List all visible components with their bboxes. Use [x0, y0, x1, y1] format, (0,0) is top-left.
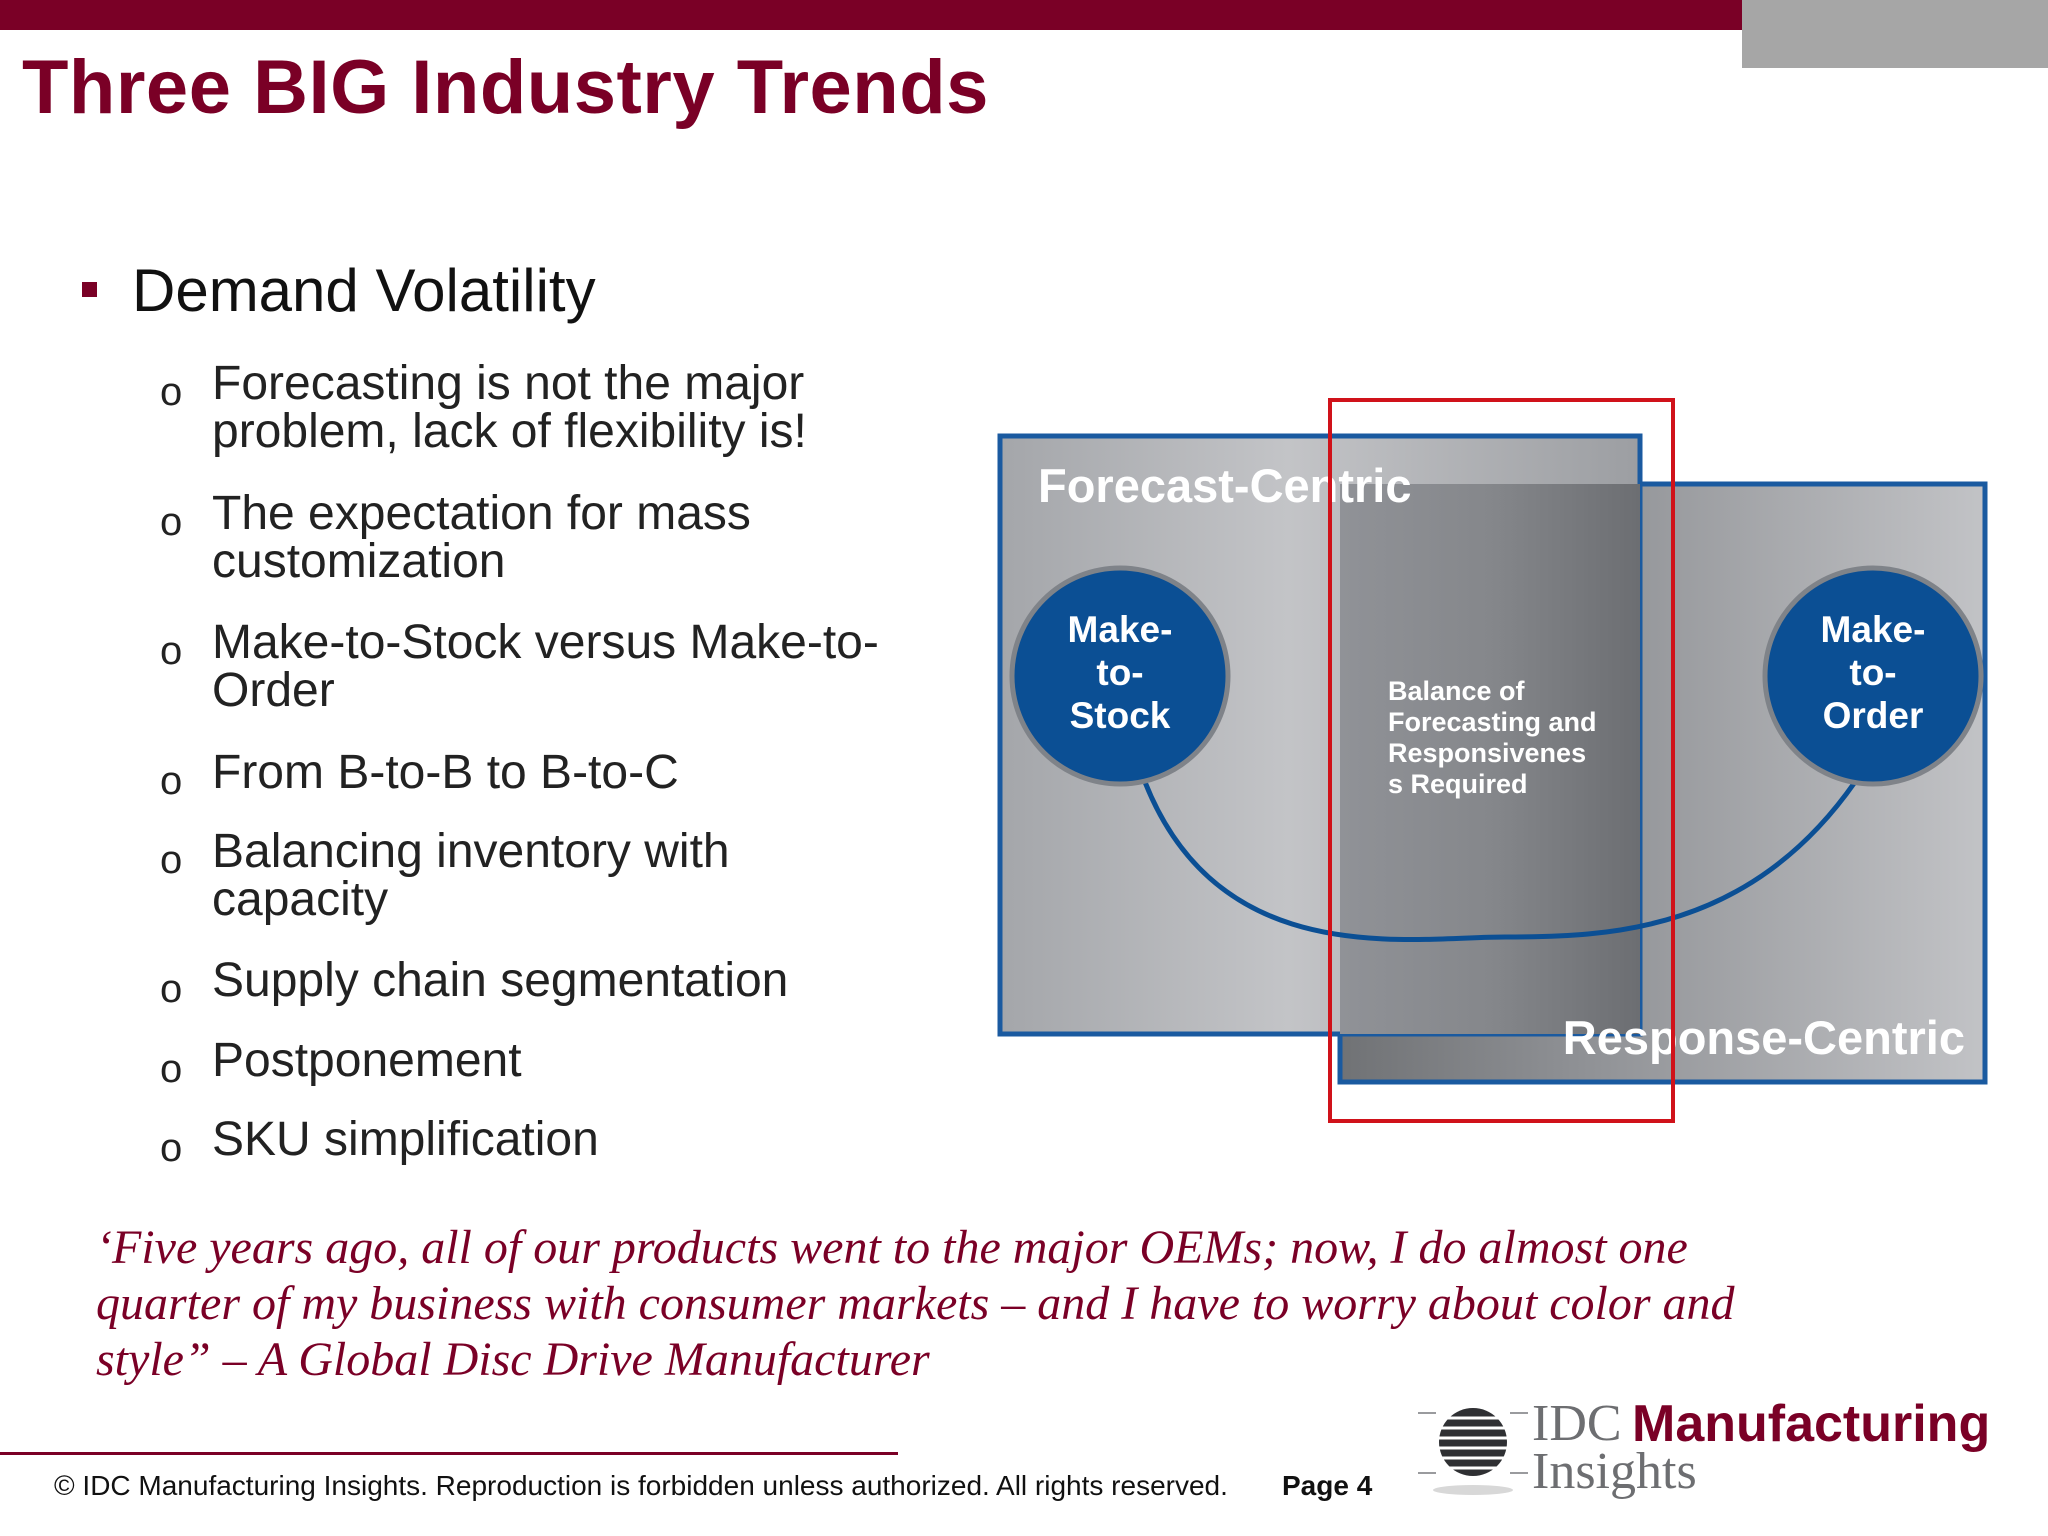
- circle-bullet-icon: o: [160, 838, 183, 882]
- forecast-response-diagram: Make- to- Stock Make- to- Order Balance …: [990, 392, 2000, 1132]
- sub-bullet: o From B-to-B to B-to-C: [160, 746, 940, 802]
- sub-bullet-line: capacity: [212, 873, 389, 926]
- balance-text-line: Responsivenes: [1388, 738, 1586, 768]
- sub-bullet-line: Forecasting is not the major: [212, 357, 805, 410]
- sub-bullet: o The expectation for mass customization: [160, 490, 940, 586]
- copyright-notice: © IDC Manufacturing Insights. Reproducti…: [54, 1470, 1228, 1501]
- balance-text-line: Balance of: [1388, 676, 1526, 706]
- quote-line: style” – A Global Disc Drive Manufacture…: [96, 1333, 930, 1386]
- circle-bullet-icon: o: [160, 629, 183, 673]
- circle-bullet-icon: o: [160, 500, 183, 544]
- sub-bullet-line: From B-to-B to B-to-C: [212, 746, 679, 799]
- sub-bullet-line: problem, lack of flexibility is!: [212, 405, 807, 458]
- quote-line: ‘Five years ago, all of our products wen…: [96, 1221, 1688, 1274]
- balance-text: Balance of Forecasting and Responsivenes…: [1388, 676, 1597, 799]
- circle-bullet-icon: o: [160, 1047, 183, 1091]
- sub-bullet: o Postponement: [160, 1034, 940, 1090]
- top-accent-bar: [0, 0, 1742, 30]
- circle-label-line: Make-: [1068, 609, 1173, 650]
- logo-manufacturing-text: Manufacturing: [1632, 1395, 1991, 1453]
- slide-title: Three BIG Industry Trends: [22, 45, 989, 130]
- globe-icon: [1418, 1408, 1528, 1495]
- sub-bullet-line: Postponement: [212, 1034, 522, 1087]
- response-centric-label: Response-Centric: [1563, 1011, 1965, 1064]
- circle-label-line: Stock: [1070, 695, 1171, 736]
- circle-label-line: Make-: [1821, 609, 1926, 650]
- idc-logo: IDC Manufacturing Insights: [1418, 1392, 1990, 1502]
- sub-bullet: o Supply chain segmentation: [160, 954, 940, 1010]
- sub-bullet-line: The expectation for mass: [212, 487, 751, 540]
- sub-bullet-line: Balancing inventory with: [212, 825, 730, 878]
- quote-line: quarter of my business with consumer mar…: [96, 1277, 1735, 1330]
- logo-idc-text: IDC: [1532, 1395, 1622, 1452]
- logo-insights-text: Insights: [1532, 1443, 1697, 1500]
- circle-label-line: to-: [1096, 652, 1143, 693]
- circle-label-line: Order: [1823, 695, 1924, 736]
- sub-bullet: o SKU simplification: [160, 1113, 940, 1169]
- sub-bullet: o Make-to-Stock versus Make-to- Order: [160, 619, 940, 715]
- top-gray-block: [1742, 0, 2048, 68]
- circle-bullet-icon: o: [160, 1126, 183, 1170]
- connecting-arc: [1142, 780, 1858, 943]
- square-bullet-icon: [82, 282, 97, 297]
- make-to-stock-circle: Make- to- Stock: [1009, 565, 1231, 787]
- footer-divider: [0, 1452, 898, 1455]
- sub-bullet-line: customization: [212, 535, 506, 588]
- circle-bullet-icon: o: [160, 759, 183, 803]
- sub-bullet: o Forecasting is not the major problem, …: [160, 360, 940, 456]
- sub-bullet: o Balancing inventory with capacity: [160, 828, 940, 924]
- diagram-canvas: Make- to- Stock Make- to- Order Balance …: [997, 398, 1988, 1123]
- balance-text-line: s Required: [1388, 769, 1528, 799]
- forecast-centric-label: Forecast-Centric: [1038, 459, 1412, 512]
- customer-quote: ‘Five years ago, all of our products wen…: [96, 1220, 1976, 1388]
- circle-bullet-icon: o: [160, 967, 183, 1011]
- make-to-order-circle: Make- to- Order: [1762, 565, 1984, 787]
- overlap-region: [1340, 484, 1640, 1034]
- sub-bullet-line: Supply chain segmentation: [212, 954, 789, 1007]
- balance-text-line: Forecasting and: [1388, 707, 1597, 737]
- circle-label-line: to-: [1849, 652, 1896, 693]
- sub-bullet-line: Make-to-Stock versus Make-to-: [212, 616, 879, 669]
- page-number: Page 4: [1282, 1470, 1373, 1501]
- sub-bullet-line: SKU simplification: [212, 1113, 599, 1166]
- sub-bullet-line: Order: [212, 664, 335, 717]
- main-bullet-text: Demand Volatility: [132, 257, 596, 324]
- highlight-frame: [1328, 398, 1675, 1123]
- circle-bullet-icon: o: [160, 370, 183, 414]
